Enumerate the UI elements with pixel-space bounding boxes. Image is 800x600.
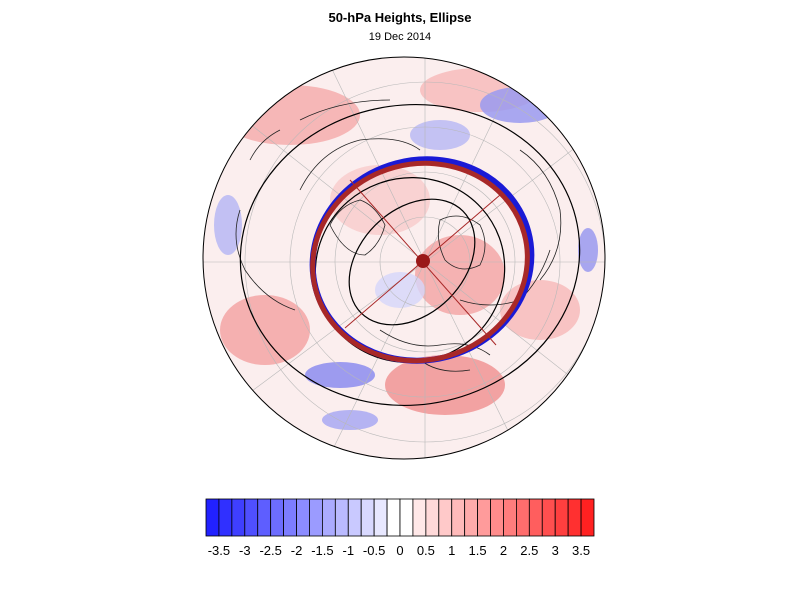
negative-anomaly xyxy=(322,410,378,430)
colorbar-tick-label: -2 xyxy=(291,543,303,558)
map-title: 50-hPa Heights, Ellipse xyxy=(328,10,472,25)
colorbar-box xyxy=(412,498,427,537)
colorbar-box xyxy=(309,498,323,537)
colorbar-box xyxy=(360,498,375,537)
colorbar-box xyxy=(244,498,259,537)
colorbar-tick-label: -2.5 xyxy=(259,543,281,558)
colorbar-box xyxy=(541,498,556,537)
colorbar-box xyxy=(567,498,582,537)
colorbar-box xyxy=(528,498,543,537)
positive-anomaly xyxy=(385,355,505,415)
colorbar-tick-label: 0.5 xyxy=(417,543,435,558)
colorbar-tick-label: -0.5 xyxy=(363,543,385,558)
colorbar-box xyxy=(347,498,362,537)
coastlines xyxy=(235,99,562,372)
colorbar-tick-label: -3 xyxy=(239,543,251,558)
colorbar-tick-label: 1.5 xyxy=(469,543,487,558)
colorbar-box xyxy=(218,498,233,537)
colorbar-labels: -3.5 -3 -2.5 -2 -1.5 -1 -0.5 0 0.5 1 1.5 2 2.5 3 3.5 xyxy=(208,543,590,558)
negative-anomaly xyxy=(578,228,598,272)
colorbar-box xyxy=(438,498,453,537)
colorbar-tick-label: 3 xyxy=(552,543,559,558)
colorbar-box xyxy=(399,498,414,537)
colorbar-box xyxy=(425,498,440,537)
colorbar-tick-label: 0 xyxy=(396,543,403,558)
contour-inner xyxy=(348,198,476,326)
colorbar-box xyxy=(334,498,349,537)
negative-anomaly xyxy=(214,195,242,255)
colorbar-box xyxy=(321,498,336,537)
globe-border xyxy=(202,56,606,460)
colorbar-box xyxy=(270,498,284,537)
colorbar-box xyxy=(283,498,297,537)
colorbar-box xyxy=(451,498,466,537)
fitted-ellipse xyxy=(310,160,530,364)
colorbar-box xyxy=(580,498,595,537)
colorbar-box xyxy=(464,498,478,537)
colorbar-tick-label: -3.5 xyxy=(208,543,230,558)
contour-outer xyxy=(239,103,581,407)
colorbar-tick-label: -1 xyxy=(342,543,354,558)
colorbar-tick-label: 2 xyxy=(500,543,507,558)
colorbar-box xyxy=(516,498,530,537)
colorbar-box xyxy=(296,498,310,537)
positive-anomaly xyxy=(220,295,310,365)
colorbar-box xyxy=(477,498,491,537)
colorbar-box xyxy=(373,498,388,537)
globe-background xyxy=(203,57,605,459)
positive-anomaly xyxy=(415,235,505,315)
ellipse-center-marker xyxy=(416,254,430,268)
colorbar-box xyxy=(503,498,517,537)
negative-anomaly xyxy=(375,272,425,308)
colorbar-box xyxy=(205,498,220,537)
colorbar-box xyxy=(231,498,246,537)
colorbar-box xyxy=(257,498,272,537)
colorbar-tick-label: 2.5 xyxy=(520,543,538,558)
colorbar-boxes xyxy=(205,498,595,537)
colorbar-tick-label: 3.5 xyxy=(572,543,590,558)
colorbar-tick-label: -1.5 xyxy=(311,543,333,558)
map-subtitle: 19 Dec 2014 xyxy=(368,31,432,43)
colorbar-box xyxy=(490,498,504,537)
colorbar-tick-label: 1 xyxy=(448,543,455,558)
colorbar-box xyxy=(386,498,401,537)
graticule xyxy=(203,57,605,459)
colorbar-box xyxy=(554,498,569,537)
negative-anomaly xyxy=(305,362,375,388)
